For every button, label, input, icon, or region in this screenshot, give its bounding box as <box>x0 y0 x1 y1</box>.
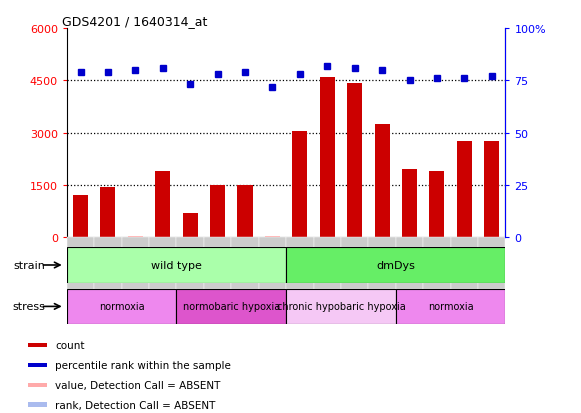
Bar <box>28 363 46 368</box>
Bar <box>210 186 225 237</box>
Bar <box>423 237 451 311</box>
Bar <box>28 402 46 407</box>
Text: chronic hypobaric hypoxia: chronic hypobaric hypoxia <box>277 301 406 312</box>
Bar <box>101 187 116 237</box>
Text: GDS4201 / 1640314_at: GDS4201 / 1640314_at <box>62 15 208 28</box>
Bar <box>314 237 341 311</box>
Text: rank, Detection Call = ABSENT: rank, Detection Call = ABSENT <box>55 400 216 410</box>
Bar <box>457 142 472 237</box>
Bar <box>286 237 314 311</box>
Bar <box>259 237 286 311</box>
Bar <box>429 171 444 237</box>
Text: count: count <box>55 340 85 350</box>
Bar <box>67 237 94 311</box>
Bar <box>231 237 259 311</box>
Bar <box>28 382 46 387</box>
Bar <box>67 248 286 283</box>
Bar <box>396 289 505 324</box>
Bar <box>368 237 396 311</box>
Bar <box>204 237 231 311</box>
Bar <box>265 236 280 237</box>
Bar <box>292 131 307 237</box>
Bar <box>155 171 170 237</box>
Text: normoxia: normoxia <box>428 301 474 312</box>
Bar <box>73 196 88 237</box>
Text: wild type: wild type <box>151 260 202 271</box>
Text: normoxia: normoxia <box>99 301 145 312</box>
Bar <box>182 214 198 237</box>
Bar <box>28 343 46 347</box>
Bar <box>149 237 177 311</box>
Text: value, Detection Call = ABSENT: value, Detection Call = ABSENT <box>55 380 221 390</box>
Bar <box>94 237 121 311</box>
Bar <box>128 236 143 237</box>
Text: strain: strain <box>13 260 45 271</box>
Bar <box>396 237 423 311</box>
Bar <box>286 289 396 324</box>
Bar <box>478 237 505 311</box>
Bar <box>320 78 335 237</box>
Text: stress: stress <box>12 301 45 312</box>
Bar <box>121 237 149 311</box>
Bar <box>341 237 368 311</box>
Bar <box>67 289 177 324</box>
Text: percentile rank within the sample: percentile rank within the sample <box>55 360 231 370</box>
Bar <box>238 186 253 237</box>
Bar <box>347 84 362 237</box>
Bar <box>177 289 286 324</box>
Bar <box>451 237 478 311</box>
Text: dmDys: dmDys <box>376 260 415 271</box>
Bar <box>286 248 505 283</box>
Bar <box>375 124 390 237</box>
Bar <box>177 237 204 311</box>
Bar <box>402 170 417 237</box>
Bar <box>484 142 499 237</box>
Text: normobaric hypoxia: normobaric hypoxia <box>182 301 280 312</box>
